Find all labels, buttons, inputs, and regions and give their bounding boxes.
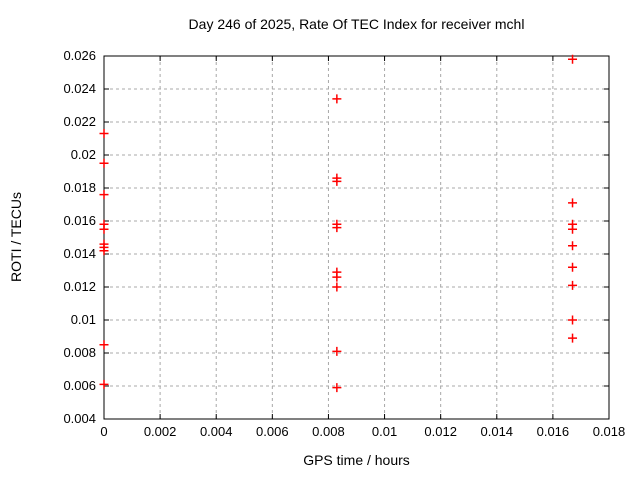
y-tick-label: 0.024 bbox=[63, 81, 96, 96]
x-axis-label: GPS time / hours bbox=[303, 452, 410, 468]
data-point-marker bbox=[568, 280, 578, 290]
data-point-marker bbox=[99, 246, 109, 256]
data-point-marker bbox=[332, 272, 342, 282]
x-tick-label: 0 bbox=[100, 424, 107, 439]
y-tick-label: 0.018 bbox=[63, 180, 96, 195]
y-tick-label: 0.006 bbox=[63, 378, 96, 393]
y-tick-label: 0.004 bbox=[63, 411, 96, 426]
tick-marks bbox=[103, 55, 610, 420]
data-point-marker bbox=[332, 223, 342, 233]
x-tick-label: 0.016 bbox=[537, 424, 570, 439]
data-point-marker bbox=[332, 383, 342, 393]
data-points bbox=[99, 54, 578, 393]
data-point-marker bbox=[332, 346, 342, 356]
y-tick-label: 0.008 bbox=[63, 345, 96, 360]
x-tick-label: 0.01 bbox=[372, 424, 397, 439]
data-point-marker bbox=[99, 340, 109, 350]
y-tick-label: 0.012 bbox=[63, 279, 96, 294]
data-point-marker bbox=[332, 282, 342, 292]
data-point-marker bbox=[332, 176, 342, 186]
data-point-marker bbox=[568, 241, 578, 251]
data-point-marker bbox=[99, 224, 109, 234]
y-tick-label: 0.022 bbox=[63, 114, 96, 129]
x-tick-label: 0.006 bbox=[256, 424, 289, 439]
y-tick-label: 0.014 bbox=[63, 246, 96, 261]
data-point-marker bbox=[99, 190, 109, 200]
data-point-marker bbox=[568, 224, 578, 234]
y-tick-label: 0.02 bbox=[71, 147, 96, 162]
data-point-marker bbox=[568, 54, 578, 64]
y-tick-label: 0.026 bbox=[63, 48, 96, 63]
x-tick-label: 0.004 bbox=[200, 424, 233, 439]
data-point-marker bbox=[568, 333, 578, 343]
chart-title: Day 246 of 2025, Rate Of TEC Index for r… bbox=[188, 16, 525, 32]
data-point-marker bbox=[99, 129, 109, 139]
y-tick-labels: 0.004 0.006 0.008 0.01 0.012 0.014 0.016 0.018 0… bbox=[63, 48, 96, 426]
y-tick-label: 0.016 bbox=[63, 213, 96, 228]
data-point-marker bbox=[568, 262, 578, 272]
data-point-marker bbox=[99, 379, 109, 389]
data-point-marker bbox=[332, 94, 342, 104]
x-tick-label: 0.018 bbox=[593, 424, 626, 439]
x-tick-labels: 0 0.002 0.004 0.006 0.008 0.01 0.012 0.014 0.016… bbox=[100, 424, 625, 439]
data-point-marker bbox=[568, 315, 578, 325]
data-point-marker bbox=[568, 198, 578, 208]
data-point-marker bbox=[99, 158, 109, 168]
x-tick-label: 0.008 bbox=[312, 424, 345, 439]
grid-lines bbox=[103, 55, 610, 420]
x-tick-label: 0.014 bbox=[481, 424, 514, 439]
plot-border bbox=[103, 55, 610, 420]
x-tick-label: 0.002 bbox=[144, 424, 177, 439]
y-tick-label: 0.01 bbox=[71, 312, 96, 327]
x-tick-label: 0.012 bbox=[424, 424, 457, 439]
